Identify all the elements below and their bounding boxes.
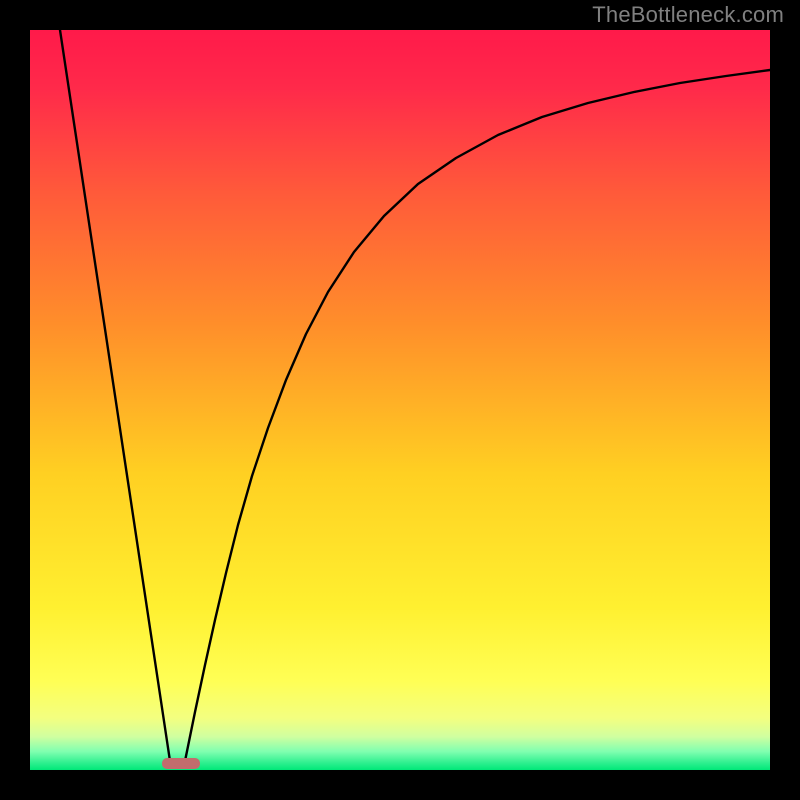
- gradient-background: [30, 30, 770, 770]
- plot-area: [30, 30, 770, 770]
- watermark-text: TheBottleneck.com: [592, 2, 784, 28]
- bottleneck-chart-svg: [30, 30, 770, 770]
- chart-container: TheBottleneck.com: [0, 0, 800, 800]
- optimal-range-marker: [162, 758, 200, 769]
